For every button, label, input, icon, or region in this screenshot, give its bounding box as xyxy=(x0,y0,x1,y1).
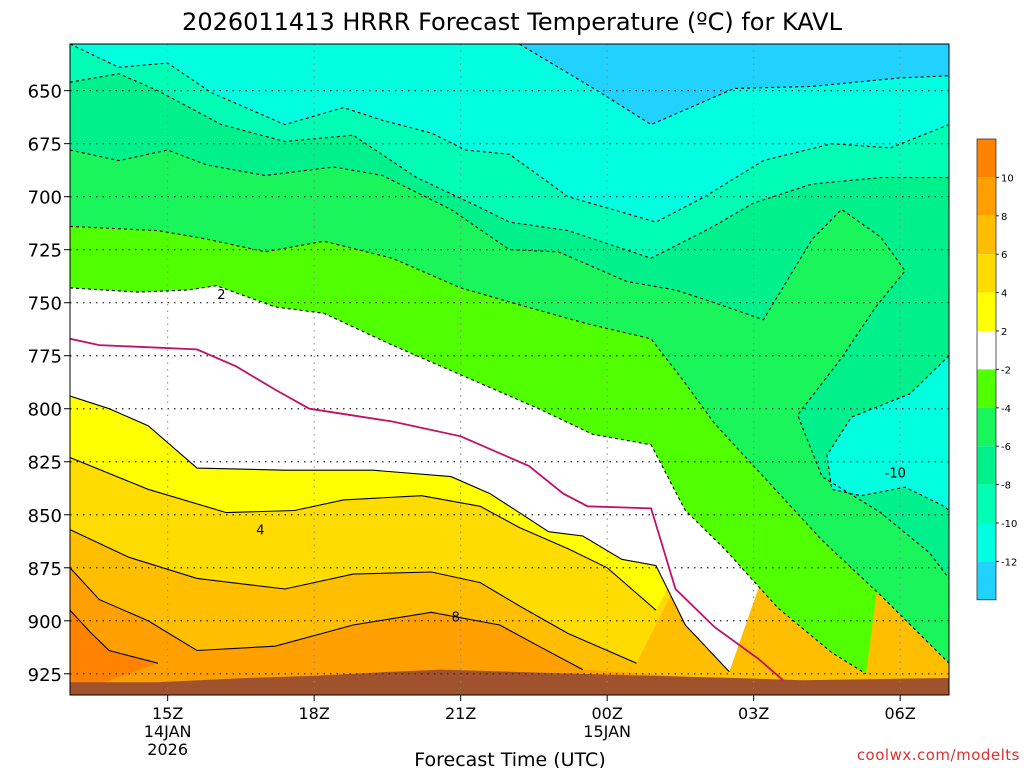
contour-label: -10 xyxy=(885,466,906,481)
colorbar-swatch xyxy=(977,561,996,600)
colorbar-tick-label: -8 xyxy=(1001,481,1011,492)
colorbar-tick-label: -2 xyxy=(1001,365,1011,376)
isotherm--8 xyxy=(70,73,949,259)
colorbar-swatch xyxy=(977,215,996,255)
x-tick-label: 00Z xyxy=(592,704,623,723)
y-tick-label: 650 xyxy=(28,82,62,103)
x-date-label: 15JAN xyxy=(583,722,631,741)
colorbar-tick-label: 10 xyxy=(1001,173,1014,184)
y-tick-label: 800 xyxy=(28,400,62,421)
colorbar-swatch xyxy=(977,407,996,447)
isotherm--12 xyxy=(519,44,949,126)
x-date-label: 2026 xyxy=(147,740,188,759)
isotherm--10 xyxy=(70,44,949,223)
y-tick-label: 875 xyxy=(28,559,62,580)
y-tick-label: 750 xyxy=(28,294,62,315)
colorbar-swatch xyxy=(977,292,996,331)
ground-fill xyxy=(70,669,949,695)
colorbar-tick-label: 8 xyxy=(1001,212,1007,223)
colorbar-swatch xyxy=(977,446,996,485)
plot-frame xyxy=(69,43,950,696)
contour-label: 2 xyxy=(217,288,225,303)
colorbar-swatch xyxy=(977,523,996,562)
colorbar-swatch xyxy=(977,177,996,216)
ground-terrain xyxy=(70,669,949,695)
chart-title: 2026011413 HRRR Forecast Temperature (ºC… xyxy=(182,8,843,36)
contour-label: 8 xyxy=(452,611,460,626)
watermark-text: coolwx.com/modelts xyxy=(857,746,1020,764)
band-minus12-to-minus10-lower xyxy=(826,355,949,511)
isotherm--2 xyxy=(70,285,867,675)
colorbar-tick-label: -10 xyxy=(1001,519,1017,530)
isotherm-2 xyxy=(70,395,730,673)
isotherm-4 xyxy=(70,456,657,611)
y-tick-label: 825 xyxy=(28,453,62,474)
x-tick-label: 03Z xyxy=(738,704,769,723)
temperature-fill-bands xyxy=(70,44,949,695)
y-axis: 650 675 700 725 750 775 800 825 850 875 900 925 xyxy=(28,82,70,686)
colorbar-swatch xyxy=(977,254,996,293)
colorbar-swatch xyxy=(977,331,996,370)
colorbar-legend: 10 8 6 4 2 -2 -4 -6 -8 -10 -12 xyxy=(976,138,1017,601)
x-date-label: 14JAN xyxy=(144,722,192,741)
contour-labels: 2 4 8 -10 xyxy=(217,288,906,625)
band-below-minus12 xyxy=(519,44,949,125)
isotherm-6 xyxy=(70,529,637,664)
y-tick-label: 700 xyxy=(28,188,62,209)
colorbar-tick-label: -6 xyxy=(1001,442,1011,453)
isotherm-contours xyxy=(70,44,949,681)
x-tick-label: 06Z xyxy=(885,704,916,723)
y-tick-label: 925 xyxy=(28,665,62,686)
isotherm--4 xyxy=(70,225,949,664)
colorbar-swatch xyxy=(977,484,996,523)
x-tick-label: 18Z xyxy=(299,704,330,723)
y-tick-label: 850 xyxy=(28,506,62,527)
colorbar-tick-label: 2 xyxy=(1001,327,1007,338)
y-tick-label: 775 xyxy=(28,347,62,368)
colorbar-tick-label: 6 xyxy=(1001,250,1007,261)
contour-label: 4 xyxy=(256,524,264,539)
band-10-to-12 xyxy=(70,610,158,695)
x-axis-title: Forecast Time (UTC) xyxy=(414,749,605,768)
x-tick-label: 21Z xyxy=(445,704,476,723)
y-tick-label: 900 xyxy=(28,612,62,633)
colorbar-tick-label: 4 xyxy=(1001,289,1007,300)
isotherm-10orange xyxy=(70,609,159,664)
gridlines xyxy=(70,44,949,695)
isotherm--10lower xyxy=(826,355,949,511)
band-8-to-10 xyxy=(70,567,949,695)
colorbar-tick-label: -4 xyxy=(1001,404,1011,415)
colorbar-tick-label: -12 xyxy=(1001,557,1017,568)
y-tick-label: 725 xyxy=(28,241,62,262)
isotherm-0 xyxy=(70,337,784,681)
colorbar-swatch xyxy=(977,369,996,408)
colorbar-swatch xyxy=(977,139,996,178)
y-tick-label: 675 xyxy=(28,135,62,156)
x-tick-label: 15Z xyxy=(152,704,183,723)
isotherm-8 xyxy=(70,567,584,671)
